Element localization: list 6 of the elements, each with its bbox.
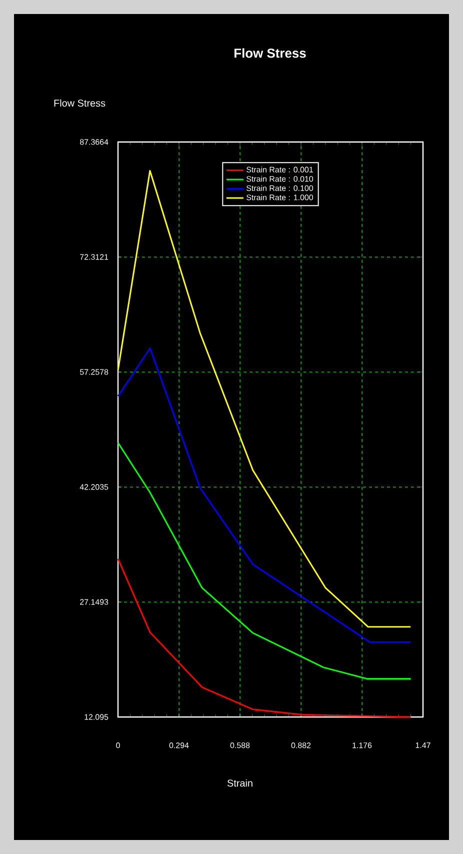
line-series [117, 347, 412, 643]
line-series [117, 558, 412, 718]
y-axis-title: Flow Stress [54, 99, 106, 107]
line-series [117, 442, 412, 680]
x-axis-title: Strain [227, 779, 252, 787]
chart-title: Flow Stress [234, 48, 306, 58]
